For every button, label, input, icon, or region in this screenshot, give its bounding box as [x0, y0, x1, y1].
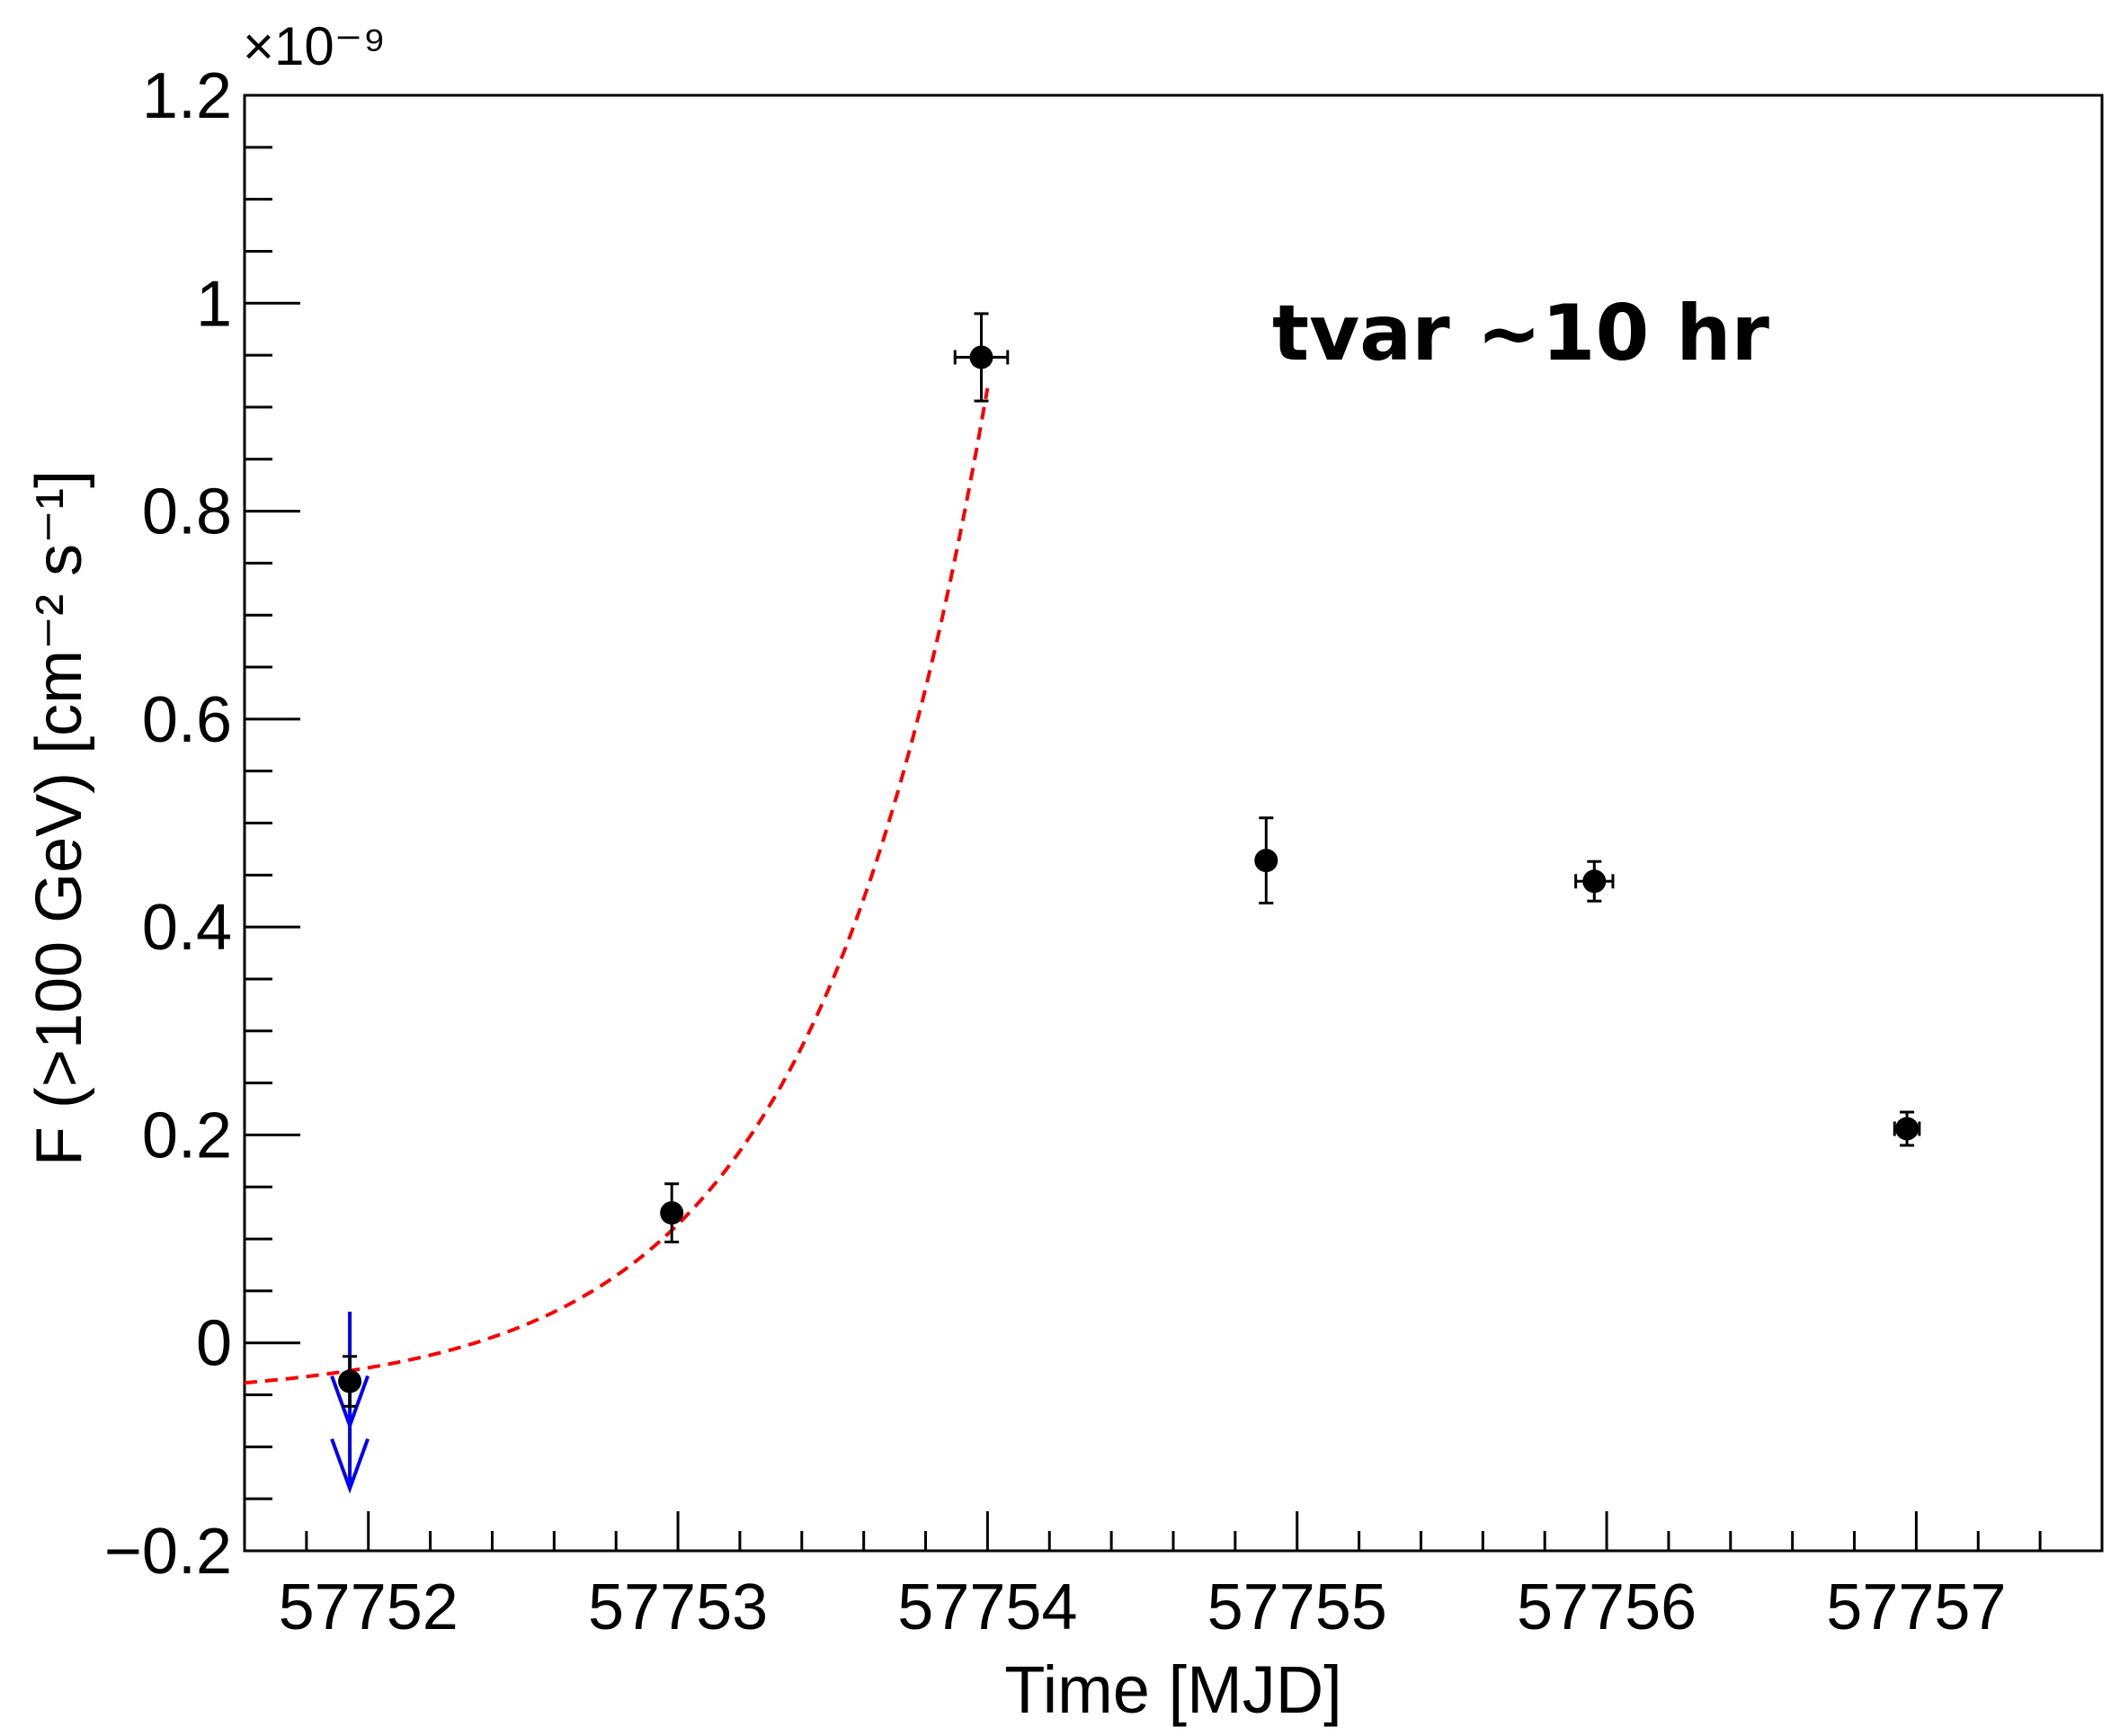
x-tick-labels: 57752 57753 57754 57755 57756 57757: [279, 1571, 2007, 1643]
data-points-group: [338, 312, 1921, 1408]
y-tick-label: 1: [196, 268, 232, 340]
variability-annotation: tvar ~10 hr: [1272, 289, 1769, 378]
data-point-group: [338, 1355, 362, 1408]
y-tick-label: 0.2: [142, 1099, 232, 1171]
y-tick-label: 0.4: [142, 892, 232, 964]
data-point-group: [953, 312, 1010, 403]
data-point: [1254, 849, 1278, 873]
x-tick-label: 57754: [897, 1571, 1077, 1643]
y-tick-labels: −0.2 0 0.2 0.4 0.6 0.8 1 1.2: [104, 60, 232, 1588]
y-tick-label: 0.8: [142, 476, 232, 548]
y-tick-label: 0: [196, 1308, 232, 1380]
data-point: [1582, 869, 1607, 894]
y-multiplier-label: ×10⁻⁹: [243, 16, 386, 76]
y-tick-label: −0.2: [104, 1516, 232, 1588]
x-tick-label: 57757: [1826, 1571, 2006, 1643]
plot-frame: [243, 93, 2104, 1553]
y-tick-label: 1.2: [142, 60, 232, 132]
upper-limit-arrowhead: [330, 1375, 370, 1431]
x-tick-label: 57752: [279, 1571, 459, 1643]
x-tick-label: 57756: [1517, 1571, 1697, 1643]
fit-curve: [244, 387, 990, 1385]
axis-ticks: [243, 93, 2104, 1553]
upper-limit-arrowhead: [330, 1438, 370, 1494]
data-point: [660, 1201, 684, 1225]
data-point-group: [1893, 1110, 1921, 1147]
data-point: [969, 345, 993, 369]
fit-curve-group: [244, 387, 990, 1385]
x-tick-label: 57755: [1207, 1571, 1387, 1643]
data-point: [1895, 1117, 1919, 1141]
x-axis-title: Time [MJD]: [1004, 1652, 1341, 1727]
data-point-group: [1254, 816, 1278, 905]
data-point: [338, 1369, 362, 1393]
x-tick-label: 57753: [588, 1571, 768, 1643]
y-axis-title: F (>100 GeV) [cm⁻² s⁻¹]: [23, 470, 95, 1166]
y-tick-label: 0.6: [142, 684, 232, 756]
data-point-group: [1574, 859, 1615, 903]
data-point-group: [660, 1182, 684, 1244]
